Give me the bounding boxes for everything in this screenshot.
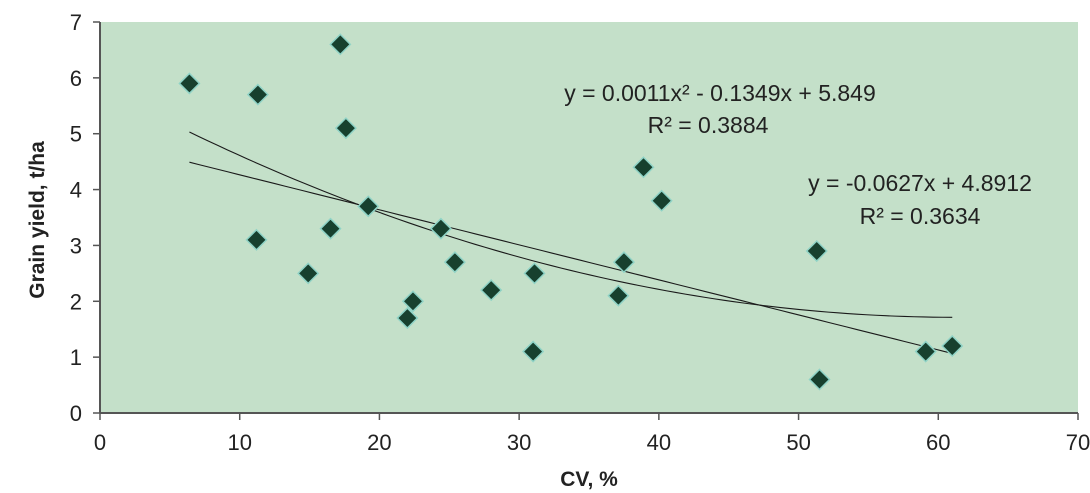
data-point — [523, 262, 546, 285]
data-point — [650, 189, 673, 212]
data-point — [480, 279, 503, 302]
y-tick-label: 2 — [70, 289, 82, 314]
data-point — [396, 306, 419, 330]
data-point — [941, 334, 964, 358]
data-point — [297, 262, 320, 285]
x-axis-title: CV, % — [560, 468, 618, 491]
data-point — [329, 33, 352, 56]
y-tick-label: 3 — [70, 233, 82, 258]
x-tick-label: 30 — [507, 430, 531, 455]
data-point — [612, 251, 635, 274]
x-tick-label: 40 — [647, 430, 671, 455]
axis-ticks: 0 10 20 30 40 50 60 70 0 1 2 3 4 5 6 7 — [70, 10, 1090, 455]
data-point — [522, 340, 545, 363]
linear-equation-label: y = -0.0627x + 4.8912 — [808, 170, 1032, 196]
polynomial-trendline — [189, 131, 953, 318]
y-tick-label: 6 — [70, 66, 82, 91]
trendlines — [189, 131, 953, 354]
y-tick-label: 0 — [70, 401, 82, 426]
data-point — [246, 83, 269, 106]
x-tick-label: 50 — [786, 430, 810, 455]
y-tick-label: 1 — [70, 345, 82, 370]
y-tick-label: 5 — [70, 122, 82, 147]
data-point — [607, 284, 630, 307]
x-tick-label: 0 — [94, 430, 106, 455]
data-points — [178, 33, 964, 391]
x-tick-label: 60 — [926, 430, 950, 455]
linear-trendline — [189, 161, 953, 354]
y-tick-label: 4 — [70, 178, 82, 203]
data-point — [245, 228, 268, 251]
data-point — [808, 368, 831, 391]
x-tick-label: 70 — [1066, 430, 1090, 455]
data-point — [443, 251, 466, 274]
quadratic-r2-label: R² = 0.3884 — [648, 112, 769, 138]
data-point — [429, 217, 452, 240]
x-tick-label: 10 — [227, 430, 251, 455]
y-axis-title: Grain yield, t/ha — [26, 141, 49, 299]
data-point — [334, 117, 357, 140]
plot-area — [100, 22, 1078, 413]
data-point — [401, 290, 425, 313]
linear-r2-label: R² = 0.3634 — [860, 203, 981, 229]
x-tick-label: 20 — [367, 430, 391, 455]
y-tick-label: 7 — [70, 10, 82, 35]
data-point — [319, 217, 342, 240]
data-point — [357, 195, 380, 218]
data-point — [914, 340, 937, 363]
quadratic-equation-label: y = 0.0011x² - 0.1349x + 5.849 — [564, 80, 876, 106]
data-point — [805, 239, 828, 263]
data-point — [632, 156, 655, 179]
data-point — [178, 72, 201, 95]
